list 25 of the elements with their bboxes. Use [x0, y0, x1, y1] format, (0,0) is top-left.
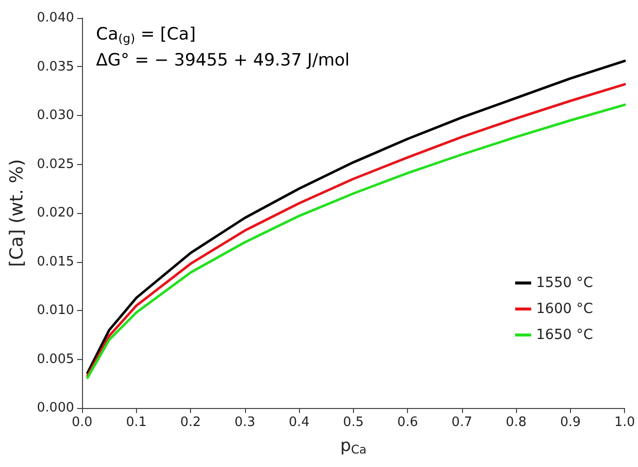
x-tick-label: 0.7 — [452, 415, 472, 430]
y-tick-label: 0.005 — [36, 352, 74, 367]
legend-label: 1600 °C — [536, 301, 594, 317]
x-tick-label: 0.3 — [234, 415, 256, 430]
x-tick-label: 0.9 — [560, 415, 581, 430]
x-tick-label: 0.2 — [180, 415, 201, 430]
x-tick-label: 0.8 — [506, 415, 526, 430]
legend-label: 1550 °C — [536, 275, 594, 291]
y-tick-label: 0.015 — [36, 254, 74, 270]
y-tick-label: 0.010 — [36, 303, 74, 318]
x-tick-label: 0.0 — [72, 415, 92, 430]
x-tick-label: 0.6 — [397, 415, 418, 430]
legend-label: 1650 °C — [536, 327, 594, 343]
x-tick-label: 1.0 — [614, 415, 636, 430]
y-tick-label: 0.025 — [36, 156, 74, 172]
y-tick-label: 0.000 — [36, 400, 74, 416]
x-tick-label: 0.5 — [343, 415, 364, 430]
y-axis-title: [Ca] (wt. %) — [6, 159, 28, 267]
annotation: ΔG° = − 39455 + 49.37 J/mol — [96, 50, 350, 70]
x-tick-label: 0.4 — [288, 415, 310, 430]
y-tick-label: 0.040 — [36, 10, 74, 26]
y-tick-label: 0.020 — [36, 206, 74, 220]
y-tick-label: 0.030 — [36, 108, 74, 123]
x-tick-label: 0.1 — [126, 415, 147, 430]
y-tick-label: 0.035 — [36, 59, 74, 74]
